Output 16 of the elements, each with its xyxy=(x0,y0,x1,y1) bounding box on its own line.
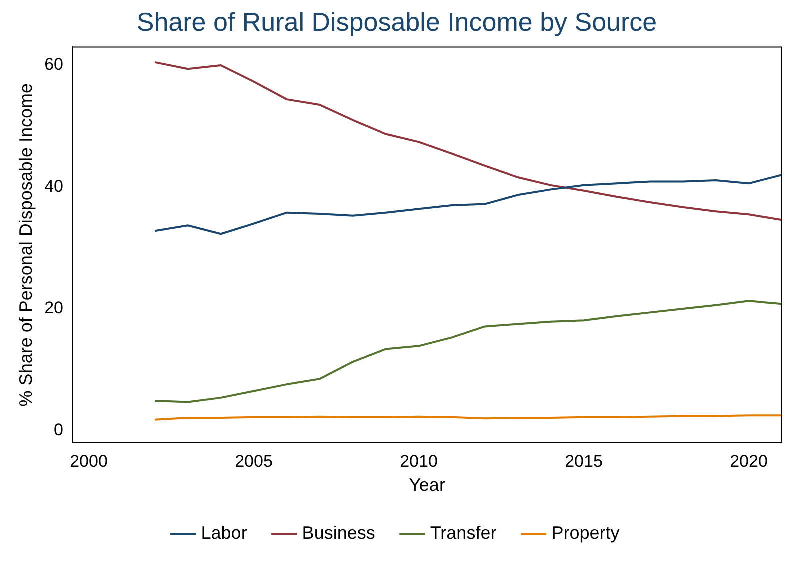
x-tick-label: 2000 xyxy=(70,452,108,471)
legend-label: Property xyxy=(552,522,620,543)
legend-label: Labor xyxy=(201,522,248,543)
chart-title: Share of Rural Disposable Income by Source xyxy=(136,6,658,37)
x-tick-label: 2015 xyxy=(565,452,603,471)
legend-label: Business xyxy=(302,522,376,543)
y-tick-label: 20 xyxy=(44,298,64,318)
x-tick-label: 2020 xyxy=(730,452,768,471)
y-tick-label: 60 xyxy=(44,55,64,74)
x-axis-title: Year xyxy=(409,475,446,496)
y-axis-title: % Share of Personal Disposable Income xyxy=(16,84,36,407)
y-tick-label: 40 xyxy=(44,176,64,196)
x-tick-label: 2005 xyxy=(235,452,273,471)
y-tick-label: 0 xyxy=(54,420,64,440)
x-tick-label: 2010 xyxy=(400,452,438,471)
legend-label: Transfer xyxy=(430,522,497,543)
